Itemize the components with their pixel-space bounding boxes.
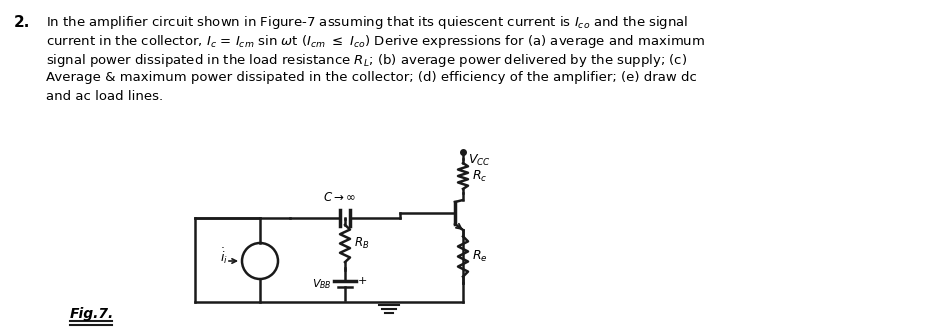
Text: signal power dissipated in the load resistance $R_L$; (b) average power delivere: signal power dissipated in the load resi… (46, 52, 687, 69)
Text: Average & maximum power dissipated in the collector; (d) efficiency of the ampli: Average & maximum power dissipated in th… (46, 71, 697, 84)
Text: $R_c$: $R_c$ (472, 168, 487, 183)
Text: current in the collector, $I_c$ = $I_{cm}$ sin $\omega$t ($I_{cm}$ $\leq$ $I_{co: current in the collector, $I_c$ = $I_{cm… (46, 33, 705, 50)
Text: +: + (358, 276, 367, 286)
Text: $R_B$: $R_B$ (354, 236, 369, 251)
Text: Fig.7.: Fig.7. (70, 307, 115, 321)
Text: 2.: 2. (14, 15, 31, 30)
Text: In the amplifier circuit shown in Figure-7 assuming that its quiescent current i: In the amplifier circuit shown in Figure… (46, 14, 688, 31)
Text: $R_e$: $R_e$ (472, 249, 487, 264)
Text: $V_{BB}$: $V_{BB}$ (313, 277, 332, 291)
Text: $V_{CC}$: $V_{CC}$ (468, 153, 491, 168)
Text: and ac load lines.: and ac load lines. (46, 90, 163, 103)
Text: $C \rightarrow \infty$: $C \rightarrow \infty$ (324, 191, 356, 204)
Text: $\dot{i}_i$: $\dot{i}_i$ (220, 246, 228, 266)
